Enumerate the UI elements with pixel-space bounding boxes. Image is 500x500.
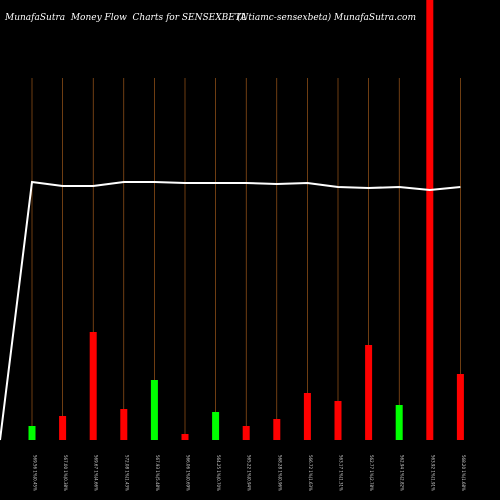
bar-6: [181, 434, 189, 440]
bar-11: [334, 401, 342, 440]
x-tick-label: 567.93 1%(5.48%: [155, 455, 160, 491]
x-tick-label: 563.92 1%(1.91%: [430, 455, 435, 491]
bar-14: [426, 0, 434, 440]
site-credit: (Utiamc-sensexbeta) MunafaSutra.com: [237, 13, 416, 23]
bar-1: [28, 426, 36, 440]
x-tick-label: 566.72 1%(1.63%: [308, 455, 313, 491]
bar-9: [273, 419, 281, 440]
bar-15: [456, 374, 464, 440]
x-tick-label: 564.25 1%(0.70%: [216, 455, 221, 491]
x-tick-label: 569.56 1%(0.45%: [33, 455, 38, 491]
x-tick-label: 565.22 1%(0.94%: [247, 455, 252, 491]
x-tick-label: 568.28 1%(0.96%: [277, 455, 282, 491]
x-tick-label: 562.94 1%(2.82%: [400, 455, 405, 491]
bar-10: [303, 393, 311, 440]
money-flow-line: [0, 180, 461, 441]
bar-13: [395, 405, 403, 440]
bar-4: [120, 409, 128, 440]
x-tick-label: 569.67 1%(4.66%: [94, 455, 99, 491]
bar-12: [365, 345, 373, 440]
chart-title: MunafaSutra Money Flow Charts for SENSEX…: [5, 13, 247, 23]
x-tick-label: 567.00 1%(0.38%: [63, 455, 68, 491]
bar-3: [89, 332, 97, 440]
x-tick-label: 563.17 1%(1.31%: [339, 455, 344, 491]
x-tick-label: 568.20 1%(1.68%: [461, 455, 466, 491]
x-tick-label: 566.06 1%(0.69%: [186, 455, 191, 491]
x-tick-label: 572.08 1%(1.43%: [124, 455, 129, 491]
bar-5: [150, 380, 158, 440]
bar-2: [59, 416, 67, 440]
bar-7: [212, 412, 220, 440]
x-tick-label: 562.77 1%(2.78%: [369, 455, 374, 491]
bar-8: [242, 426, 250, 440]
